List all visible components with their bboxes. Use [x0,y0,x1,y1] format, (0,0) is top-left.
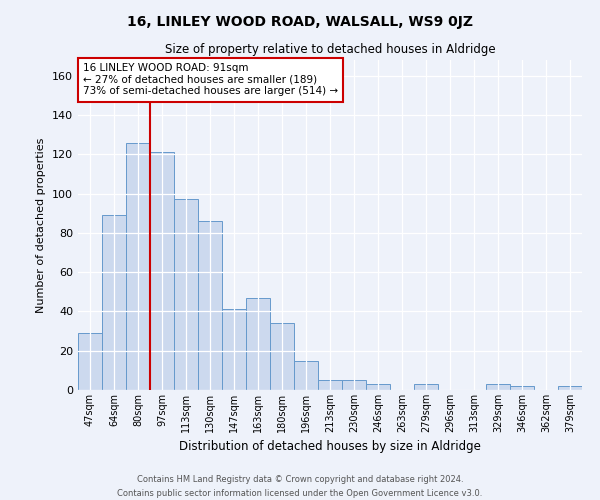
Text: Contains HM Land Registry data © Crown copyright and database right 2024.
Contai: Contains HM Land Registry data © Crown c… [118,476,482,498]
Bar [222,310,246,390]
Bar [294,360,318,390]
Text: 16 LINLEY WOOD ROAD: 91sqm
← 27% of detached houses are smaller (189)
73% of sem: 16 LINLEY WOOD ROAD: 91sqm ← 27% of deta… [83,64,338,96]
Bar [558,386,582,390]
Bar [270,323,294,390]
Bar [78,333,102,390]
Bar [342,380,366,390]
Bar [318,380,342,390]
Bar [366,384,390,390]
Bar [486,384,510,390]
X-axis label: Distribution of detached houses by size in Aldridge: Distribution of detached houses by size … [179,440,481,454]
Bar [414,384,438,390]
Title: Size of property relative to detached houses in Aldridge: Size of property relative to detached ho… [164,43,496,56]
Y-axis label: Number of detached properties: Number of detached properties [37,138,46,312]
Bar [102,215,126,390]
Bar [174,200,198,390]
Bar [246,298,270,390]
Bar [150,152,174,390]
Text: 16, LINLEY WOOD ROAD, WALSALL, WS9 0JZ: 16, LINLEY WOOD ROAD, WALSALL, WS9 0JZ [127,15,473,29]
Bar [198,221,222,390]
Bar [510,386,534,390]
Bar [126,142,150,390]
